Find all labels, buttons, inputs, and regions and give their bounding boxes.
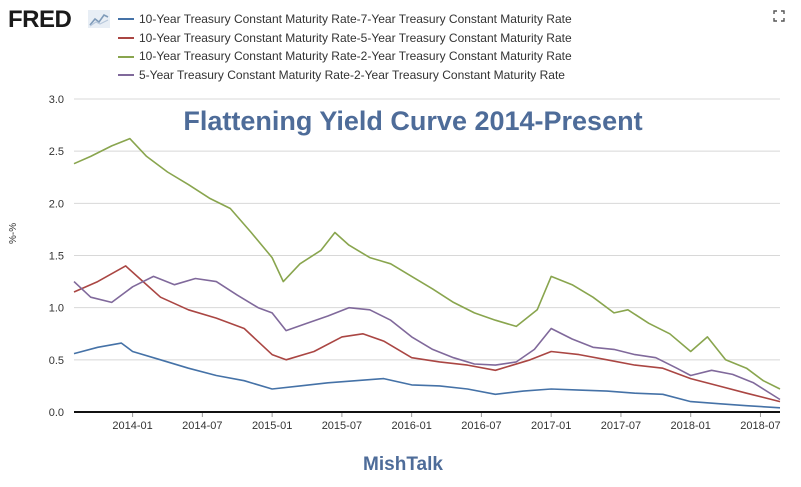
- y-tick-label: 1.5: [49, 251, 64, 263]
- y-axis-ticks: 0.0 0.5 1.0 1.5 2.0 2.5 3.0: [49, 94, 64, 419]
- x-tick-label: 2017-01: [531, 420, 571, 432]
- x-axis-ticks: 2014-01 2014-07 2015-01 2015-07 2016-01 2016-…: [112, 412, 781, 432]
- y-tick-label: 1.0: [49, 303, 64, 315]
- y-tick-label: 0.5: [49, 355, 64, 367]
- legend-swatch: [118, 37, 134, 40]
- y-tick-label: 2.5: [49, 146, 64, 158]
- legend-swatch: [118, 18, 134, 21]
- legend-label: 10-Year Treasury Constant Maturity Rate-…: [139, 49, 572, 64]
- legend-item-5y-2y[interactable]: 5-Year Treasury Constant Maturity Rate-2…: [118, 66, 572, 85]
- x-tick-label: 2017-07: [601, 420, 641, 432]
- watermark-text: MishTalk: [363, 454, 443, 475]
- y-axis-label: %-%: [8, 222, 19, 244]
- series-line-2[interactable]: [73, 137, 781, 390]
- legend-item-10y-2y[interactable]: 10-Year Treasury Constant Maturity Rate-…: [118, 47, 572, 66]
- x-tick-label: 2018-01: [671, 420, 711, 432]
- legend-item-10y-7y[interactable]: 10-Year Treasury Constant Maturity Rate-…: [118, 10, 572, 29]
- legend-label: 5-Year Treasury Constant Maturity Rate-2…: [139, 68, 565, 83]
- legend-item-10y-5y[interactable]: 10-Year Treasury Constant Maturity Rate-…: [118, 29, 572, 48]
- x-tick-label: 2014-07: [182, 420, 222, 432]
- legend-swatch: [118, 74, 134, 77]
- legend-label: 10-Year Treasury Constant Maturity Rate-…: [139, 12, 572, 26]
- chart-title: Flattening Yield Curve 2014-Present: [183, 106, 642, 136]
- fred-logo: FRED: [8, 6, 72, 33]
- x-tick-label: 2016-01: [391, 420, 431, 432]
- chart-legend: 10-Year Treasury Constant Maturity Rate-…: [118, 10, 572, 85]
- y-tick-label: 2.0: [49, 198, 64, 210]
- series-line-1[interactable]: [73, 265, 781, 403]
- legend-label: 10-Year Treasury Constant Maturity Rate-…: [139, 30, 572, 45]
- series-lines: [73, 137, 781, 409]
- x-tick-label: 2018-07: [740, 420, 780, 432]
- fullscreen-icon[interactable]: [773, 10, 785, 22]
- y-tick-label: 0.0: [49, 407, 64, 419]
- series-line-3[interactable]: [73, 275, 781, 401]
- chart-line-icon: [88, 10, 110, 28]
- x-tick-label: 2015-07: [322, 420, 362, 432]
- x-tick-label: 2016-07: [461, 420, 501, 432]
- x-tick-label: 2015-01: [252, 420, 292, 432]
- legend-swatch: [118, 55, 134, 58]
- x-tick-label: 2014-01: [112, 420, 152, 432]
- y-tick-label: 3.0: [49, 94, 64, 106]
- series-line-0[interactable]: [73, 342, 781, 409]
